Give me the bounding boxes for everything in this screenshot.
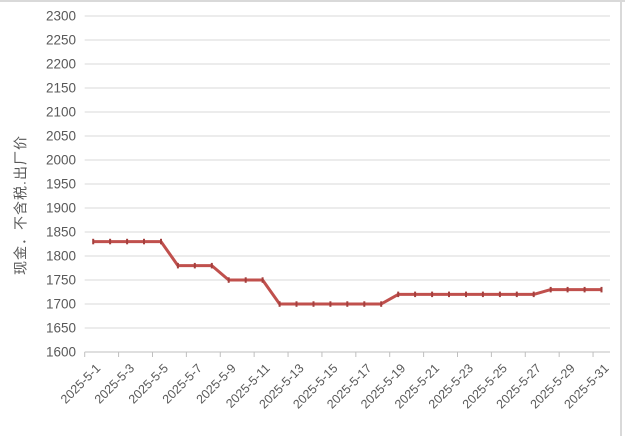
y-tick-label: 1650	[46, 321, 76, 336]
point-marker	[193, 262, 196, 269]
y-tick-label: 1750	[46, 273, 76, 288]
y-tick-label: 2300	[46, 9, 76, 24]
point-marker	[397, 291, 400, 298]
point-marker	[498, 291, 501, 298]
point-marker	[278, 301, 281, 307]
y-tick-label: 2150	[46, 81, 76, 96]
y-tick-label: 2200	[46, 57, 76, 72]
point-marker	[465, 291, 467, 298]
point-marker	[380, 301, 383, 307]
point-marker	[346, 301, 349, 307]
point-marker	[261, 277, 264, 283]
point-marker	[600, 286, 603, 293]
point-marker	[414, 291, 417, 298]
y-tick-label: 1950	[46, 177, 76, 192]
price-line	[93, 240, 602, 306]
point-marker	[448, 291, 450, 298]
point-marker	[515, 291, 518, 298]
y-tick-label: 1850	[46, 225, 76, 240]
point-marker	[566, 286, 569, 293]
point-marker	[295, 301, 298, 307]
point-marker	[92, 238, 95, 245]
point-marker	[431, 291, 434, 298]
point-marker	[244, 277, 247, 283]
point-marker	[210, 262, 213, 269]
y-tick-label: 2050	[46, 129, 76, 144]
point-marker	[481, 291, 484, 298]
point-marker	[583, 286, 586, 293]
chart-border-top	[0, 0, 625, 2]
point-marker	[549, 286, 552, 293]
y-tick-label: 1900	[46, 201, 76, 216]
y-tick-label: 1600	[46, 345, 76, 360]
plot-area: 2300 2250 2200 2150 2100 2050 2000 1950 1900 1850…	[46, 9, 612, 412]
y-tick-label: 2100	[46, 105, 76, 120]
point-marker	[143, 238, 145, 245]
y-axis-title: 现金．不含税.出厂价	[13, 135, 29, 275]
y-tick-label: 2000	[46, 153, 76, 168]
y-tick-label: 1700	[46, 297, 76, 312]
y-tick-label: 1800	[46, 249, 76, 264]
point-marker	[532, 291, 535, 298]
point-marker	[176, 262, 179, 269]
point-marker	[312, 301, 315, 307]
point-marker	[363, 301, 366, 307]
point-marker	[329, 301, 332, 307]
y-tick-label: 2250	[46, 33, 76, 48]
point-marker	[160, 238, 162, 245]
chart-border-right	[620, 0, 622, 436]
point-marker	[109, 238, 112, 245]
point-marker	[126, 238, 129, 245]
point-marker	[227, 277, 230, 283]
